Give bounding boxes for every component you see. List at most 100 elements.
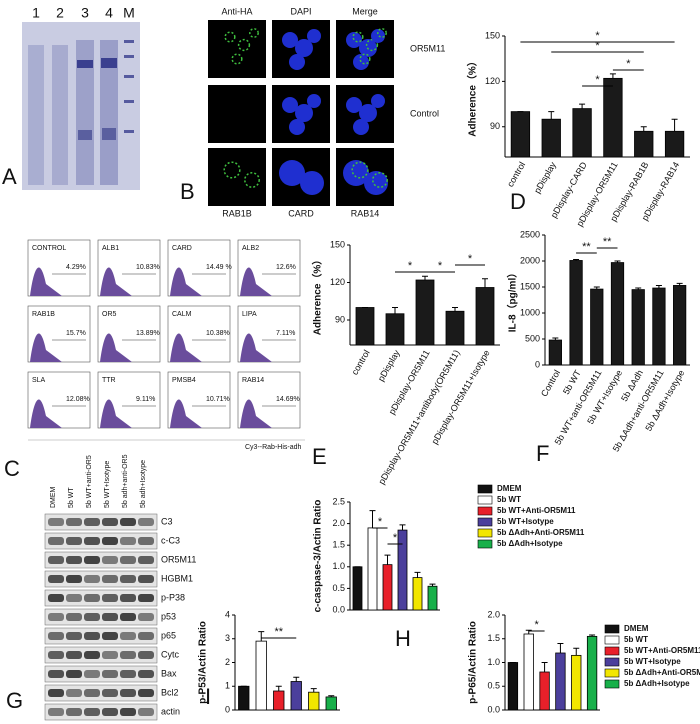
band: [138, 537, 154, 545]
band: [102, 632, 118, 640]
error-bar: [609, 73, 616, 79]
histogram: [100, 333, 132, 362]
bar: [355, 307, 375, 346]
x-tick-label: pDisplay: [532, 160, 558, 195]
flow-percent: 7.11%: [276, 330, 295, 337]
error-bar: [258, 631, 265, 642]
micrograph: [208, 85, 266, 143]
error-bar: [589, 634, 596, 637]
band: [66, 632, 82, 640]
micrograph: [208, 20, 266, 78]
legend-swatch: [477, 539, 493, 549]
band: [66, 689, 82, 697]
error-bar: [328, 695, 335, 697]
panel-label: F: [536, 441, 549, 466]
y-tick-label: 1.5: [332, 540, 345, 550]
bar: [412, 577, 423, 611]
error-bar: [573, 647, 580, 656]
bar: [273, 690, 285, 711]
histogram: [30, 333, 62, 362]
bar: [475, 287, 495, 346]
legend-label: 5b WT+Isotype: [497, 517, 554, 526]
bar: [590, 288, 604, 366]
legend-swatch: [477, 506, 493, 516]
band: [48, 594, 64, 602]
bar: [507, 662, 519, 711]
row-label: OR5M11: [410, 43, 445, 53]
error-bar: [552, 337, 559, 341]
error-bar: [671, 118, 678, 132]
significance: *: [408, 260, 413, 272]
error-bar: [310, 688, 317, 693]
error-bar: [548, 111, 555, 120]
band-label: HGBM1: [161, 573, 193, 583]
legend-swatch: [604, 657, 620, 667]
y-tick-label: 0.5: [487, 681, 500, 691]
significance: **: [582, 241, 591, 253]
legend-swatch: [604, 624, 620, 634]
stain: [249, 28, 259, 38]
bar: [555, 652, 566, 711]
lane-label: 5b adh+Isotype: [140, 460, 147, 508]
band: [84, 689, 100, 697]
bar: [603, 77, 623, 158]
y-tick-label: 120: [485, 76, 500, 86]
flow-percent: 12.6%: [276, 264, 296, 271]
band: [102, 518, 118, 526]
error-bar: [429, 583, 436, 587]
band-label: Cytc: [161, 649, 180, 659]
legend-swatch: [477, 528, 493, 538]
significance: *: [393, 532, 398, 544]
stain: [352, 31, 364, 43]
flow-percent: 14.49 %: [206, 264, 232, 271]
bar: [352, 566, 363, 611]
band: [84, 518, 100, 526]
y-axis-label: c-caspase-3/Actin Ratio: [313, 500, 324, 613]
band: [102, 613, 118, 621]
lane-label: 4: [105, 5, 113, 21]
error-bar: [384, 554, 391, 565]
band: [102, 651, 118, 659]
y-tick-label: 1.0: [332, 561, 345, 571]
band: [48, 613, 64, 621]
band: [84, 651, 100, 659]
x-tick-label: Control: [539, 368, 562, 398]
lane-label: 5b WT: [68, 487, 75, 508]
band-label: p53: [161, 611, 176, 621]
nucleus: [282, 97, 298, 113]
nucleus: [307, 94, 321, 108]
band: [138, 556, 154, 564]
bar: [571, 654, 582, 711]
lane-label: 2: [56, 5, 64, 21]
band-label: actin: [161, 706, 180, 716]
panel-label: G: [6, 688, 23, 713]
band: [66, 556, 82, 564]
bottom-label: RAB1B: [222, 208, 252, 218]
flow-percent: 10.38%: [206, 330, 230, 337]
error-bar: [579, 103, 586, 109]
bar: [308, 691, 320, 711]
lane-label: 1: [32, 5, 40, 21]
bottom-label: CARD: [288, 208, 314, 218]
flow-label: RAB1B: [32, 311, 55, 318]
band: [102, 594, 118, 602]
flow-percent: 13.89%: [136, 330, 160, 337]
error-bar: [293, 676, 300, 682]
flow-label: ALB1: [102, 245, 119, 252]
nucleus: [343, 160, 369, 186]
y-tick-label: 0.0: [487, 704, 500, 714]
band: [120, 537, 136, 545]
histogram: [170, 267, 202, 296]
band: [66, 670, 82, 678]
bar: [238, 685, 250, 711]
error-bar: [422, 275, 428, 280]
bar: [569, 260, 583, 366]
nucleus: [295, 39, 313, 57]
histogram: [240, 267, 272, 296]
micrograph: [208, 148, 266, 206]
y-tick-label: 0.5: [332, 583, 345, 593]
panel-label: C: [4, 456, 20, 481]
significance: *: [378, 516, 383, 528]
band: [120, 689, 136, 697]
